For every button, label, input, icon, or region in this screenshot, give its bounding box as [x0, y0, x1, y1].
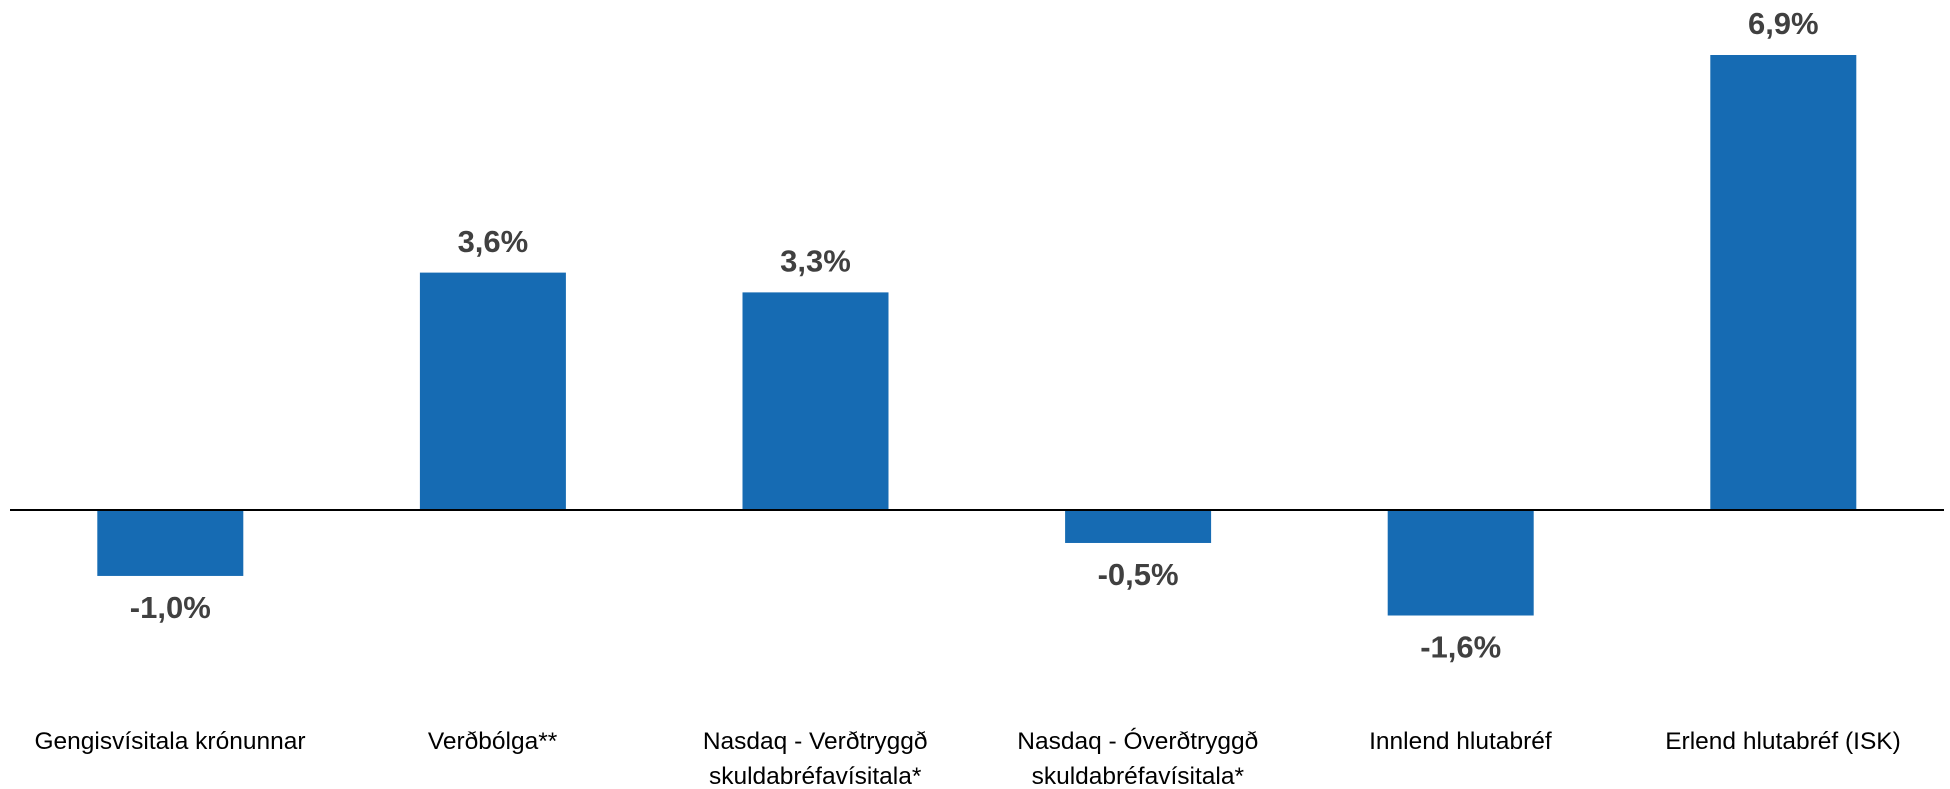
bar: [97, 510, 244, 576]
value-label: -0,5%: [1098, 557, 1179, 592]
value-label: 3,6%: [458, 224, 529, 259]
x-tick-label: Verðbólga**: [427, 728, 558, 755]
x-tick-label: Nasdaq - Verðtryggð skuldabréfavísitala*: [702, 728, 928, 789]
value-label: 3,3%: [780, 244, 851, 279]
x-tick-label: Gengisvísitala krónunnar: [34, 728, 306, 755]
value-label: -1,6%: [1420, 630, 1501, 665]
bar: [419, 272, 566, 510]
value-label: -1,0%: [130, 590, 211, 625]
x-tick-label: Innlend hlutabréf: [1369, 728, 1552, 755]
bar: [742, 292, 889, 510]
bar: [1065, 510, 1212, 543]
bar: [1710, 55, 1857, 510]
x-tick-label: Nasdaq - Óverðtryggð skuldabréfavísitala…: [1017, 728, 1259, 789]
value-label: 6,9%: [1748, 6, 1819, 41]
x-tick-label: Erlend hlutabréf (ISK): [1665, 728, 1901, 755]
bar: [1387, 510, 1534, 616]
